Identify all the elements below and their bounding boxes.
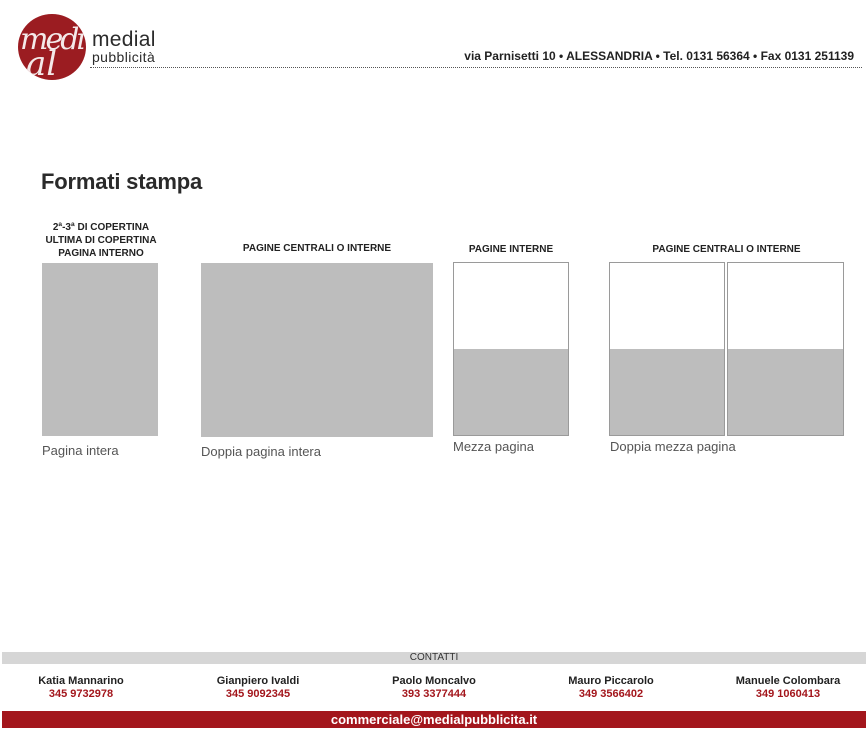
contacts-heading: CONTATTI (2, 652, 866, 664)
format-label: Doppia pagina intera (201, 444, 321, 459)
format-heading-double-half-page: PAGINE CENTRALI O INTERNE (652, 244, 801, 255)
contact-card: Katia Mannarino 345 9732978 (6, 675, 156, 701)
contact-name: Mauro Piccarolo (568, 675, 654, 687)
format-half-page-box (453, 262, 569, 436)
format-label: Pagina intera (42, 443, 119, 458)
contact-name: Katia Mannarino (38, 675, 124, 687)
brand-wordmark: medial pubblicità (92, 28, 156, 65)
logo-circle: medi al (18, 14, 86, 80)
page-title: Formati stampa (41, 169, 203, 194)
header-divider (90, 67, 862, 68)
format-heading-full-page: 2ª-3ª DI COPERTINA ULTIMA DI COPERTINA P… (45, 222, 157, 259)
logo-monogram: medi al (20, 22, 86, 80)
email-link[interactable]: commerciale@medialpubblicita.it (2, 711, 866, 728)
contact-card: Gianpiero Ivaldi 345 9092345 (183, 675, 333, 701)
format-label: Mezza pagina (453, 439, 534, 454)
double-half-fill-left (610, 349, 724, 435)
medial-logo: medi al (18, 14, 88, 80)
format-double-half-left (609, 262, 725, 436)
half-page-fill (454, 349, 568, 435)
company-address: via Parnisetti 10 • ALESSANDRIA • Tel. 0… (464, 49, 854, 63)
format-full-page-box (42, 263, 158, 436)
format-double-half-right (727, 262, 844, 436)
contact-card: Paolo Moncalvo 393 3377444 (359, 675, 509, 701)
contact-card: Manuele Colombara 349 1060413 (713, 675, 863, 701)
contact-phone[interactable]: 345 9092345 (225, 688, 291, 700)
contact-phone[interactable]: 345 9732978 (48, 688, 114, 700)
brand-name: medial (92, 28, 156, 51)
contact-card: Mauro Piccarolo 349 3566402 (536, 675, 686, 701)
double-half-fill-right (728, 349, 843, 435)
contact-phone[interactable]: 349 1060413 (755, 688, 821, 700)
format-label: Doppia mezza pagina (610, 439, 736, 454)
contact-phone[interactable]: 393 3377444 (401, 688, 467, 700)
format-heading-double-page: PAGINE CENTRALI O INTERNE (242, 243, 392, 254)
contact-phone[interactable]: 349 3566402 (578, 688, 644, 700)
format-double-page-box (201, 263, 433, 437)
contact-name: Paolo Moncalvo (392, 675, 476, 687)
format-heading-half-page: PAGINE INTERNE (468, 244, 554, 255)
brand-subtitle: pubblicità (92, 49, 156, 65)
contact-name: Manuele Colombara (735, 675, 841, 687)
contact-name: Gianpiero Ivaldi (216, 675, 300, 687)
